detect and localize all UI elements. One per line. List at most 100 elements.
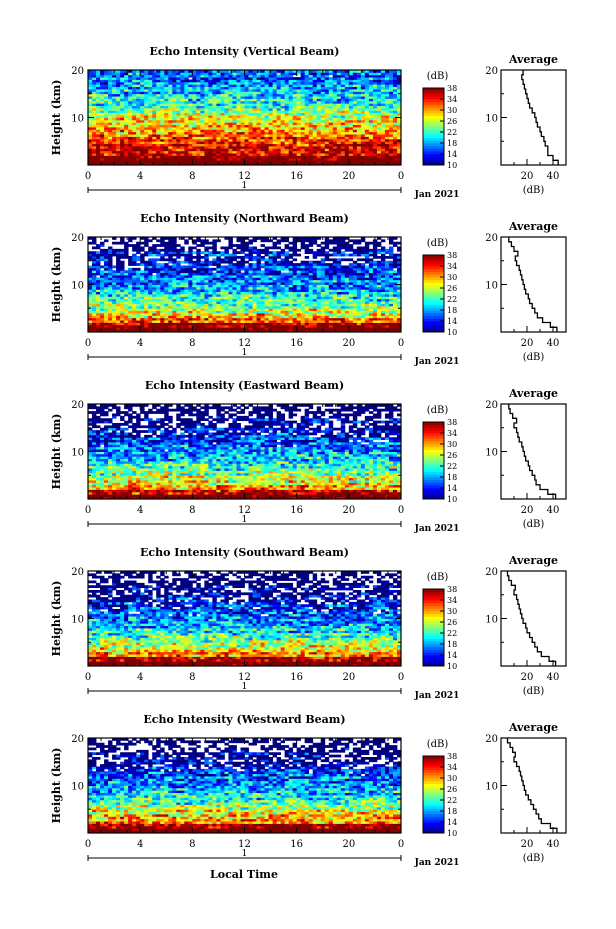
heatmap-cell [140, 136, 145, 140]
heatmap-cell [224, 131, 229, 135]
heatmap-cell [220, 279, 225, 283]
heatmap-cell [364, 146, 370, 149]
heatmap-cell [148, 98, 153, 102]
heatmap-cell [372, 310, 378, 314]
heatmap-cell [332, 103, 338, 107]
heatmap-cell [96, 160, 101, 164]
heatmap-cell [100, 84, 105, 88]
heatmap-cell [132, 303, 137, 307]
heatmap-cell [220, 324, 225, 328]
heatmap-cell [384, 105, 390, 109]
heatmap-cell [292, 124, 298, 128]
heatmap-cell [188, 284, 193, 288]
heatmap-cell [200, 296, 205, 300]
heatmap-cell [396, 72, 402, 76]
heatmap-cell [224, 110, 229, 114]
heatmap-cell [176, 282, 181, 285]
heatmap-cell [176, 286, 181, 290]
heatmap-cell [204, 112, 209, 116]
heatmap-cell [360, 279, 366, 283]
heatmap-cell [364, 124, 370, 128]
heatmap-cell [136, 322, 141, 326]
heatmap-cell [176, 129, 181, 133]
colorbar-step [423, 101, 444, 105]
heatmap-cell [388, 313, 394, 316]
heatmap-cell [228, 127, 233, 130]
heatmap-cell [144, 329, 149, 333]
heatmap-cell [372, 72, 378, 76]
heatmap-cell [220, 134, 225, 137]
heatmap-cell [156, 74, 161, 78]
heatmap-cell [220, 291, 225, 295]
heatmap-cell [276, 77, 282, 80]
heatmap-cell [304, 74, 310, 78]
heatmap-cell [332, 282, 338, 285]
heatmap-cell [352, 84, 358, 88]
heatmap-cell [388, 282, 394, 285]
heatmap-cell [152, 89, 157, 92]
heatmap-cell [284, 141, 290, 145]
heatmap-cell [148, 313, 153, 316]
heatmap-cell [364, 115, 370, 118]
heatmap-cell [360, 72, 366, 76]
heatmap-cell [212, 160, 217, 164]
heatmap-cell [192, 100, 197, 104]
heatmap-cell [264, 329, 269, 333]
heatmap-cell [276, 86, 282, 90]
heatmap-cell [192, 89, 197, 92]
heatmap-cell [212, 136, 217, 140]
heatmap-cell [124, 317, 129, 321]
heatmap-cell [232, 284, 237, 288]
heatmap-cell [264, 327, 269, 331]
heatmap-cell [276, 117, 282, 121]
heatmap-cell [348, 157, 354, 161]
heatmap-cell [340, 322, 346, 326]
heatmap-cell [312, 105, 318, 109]
heatmap-cell [340, 143, 346, 147]
heatmap-cell [268, 305, 273, 309]
heatmap-cell [340, 291, 346, 295]
heatmap-cell [116, 127, 121, 130]
heatmap-cell [132, 150, 137, 154]
heatmap-cell [292, 308, 298, 312]
heatmap-cell [164, 317, 169, 321]
heatmap-cell [200, 327, 205, 331]
heatmap-cell [268, 284, 273, 288]
heatmap-cell [96, 308, 101, 312]
heatmap-cell [340, 315, 346, 319]
heatmap-cell [292, 141, 298, 145]
heatmap-cell [380, 122, 386, 126]
heatmap-cell [204, 150, 209, 154]
heatmap-cell [256, 301, 261, 304]
heatmap-cell [192, 124, 197, 128]
heatmap-cell [316, 91, 322, 95]
heatmap-cell [180, 305, 185, 309]
heatmap-cell [208, 301, 213, 304]
heatmap-cell [312, 103, 318, 107]
heatmap-cell [128, 89, 133, 92]
heatmap-cell [304, 313, 310, 316]
heatmap-cell [192, 308, 197, 312]
heatmap-cell [228, 124, 233, 128]
heatmap-cell [248, 317, 253, 321]
heatmap-cell [136, 329, 141, 333]
heatmap-cell [336, 148, 342, 152]
heatmap-cell [348, 296, 354, 300]
heatmap-cell [244, 105, 249, 109]
heatmap-cell [340, 301, 346, 304]
heatmap-cell [284, 129, 290, 133]
heatmap-cell [292, 153, 298, 156]
heatmap-cell [216, 289, 221, 293]
heatmap-cell [348, 117, 354, 121]
heatmap-cell [248, 296, 253, 300]
heatmap-cell [108, 294, 113, 297]
heatmap-cell [292, 155, 298, 159]
heatmap-cell [344, 112, 350, 116]
heatmap-cell [128, 162, 133, 166]
heatmap-cell [172, 155, 177, 159]
heatmap-cell [92, 282, 97, 285]
heatmap-cell [300, 117, 306, 121]
heatmap-cell [236, 100, 241, 104]
heatmap-cell [268, 112, 273, 116]
heatmap-cell [336, 327, 342, 331]
